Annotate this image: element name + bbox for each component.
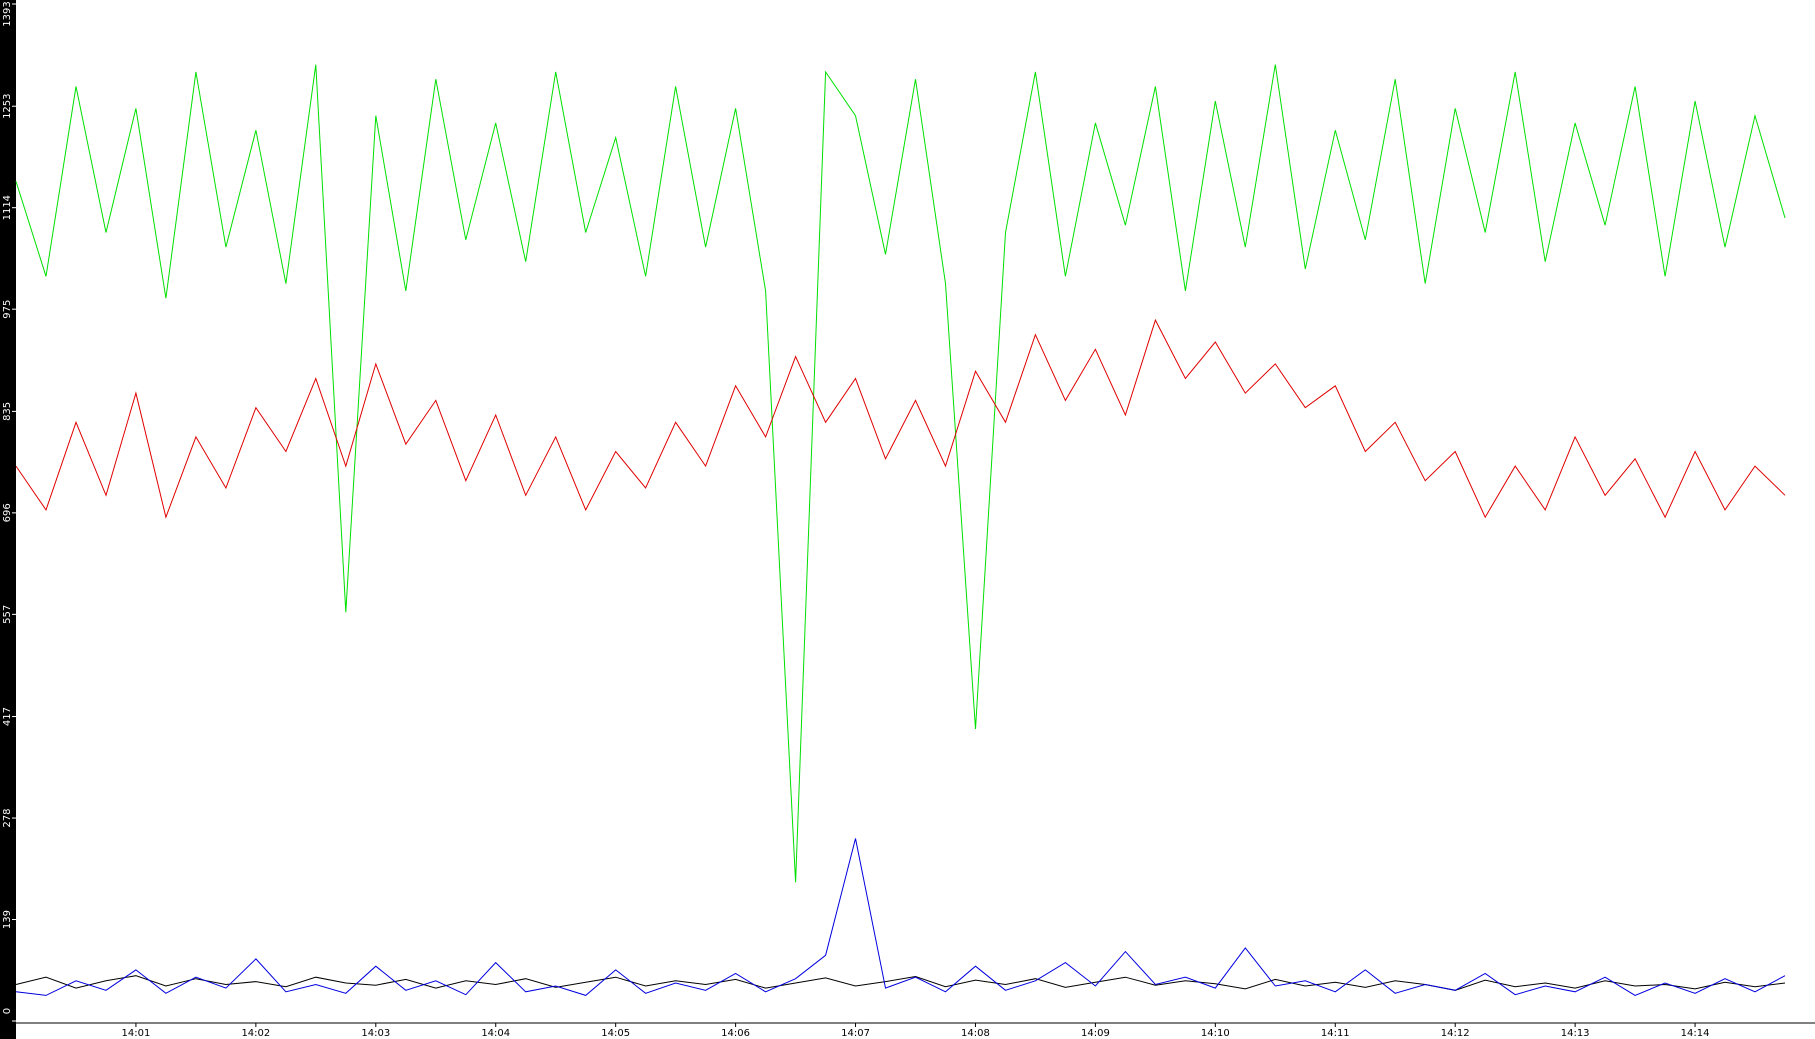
y-tick-label: 1393 — [2, 1, 13, 26]
series-line — [15, 838, 1786, 996]
y-tick-label: 417 — [2, 707, 13, 726]
series-line — [15, 64, 1786, 883]
y-tick-label: 696 — [2, 503, 13, 522]
x-tick-label: 14:03 — [361, 1028, 390, 1039]
x-tick-label: 14:07 — [841, 1028, 870, 1039]
x-tick-label: 14:06 — [721, 1028, 750, 1039]
y-tick-label: 975 — [2, 300, 13, 319]
y-axis-strip — [0, 0, 16, 1039]
x-tick-label: 14:02 — [241, 1028, 270, 1039]
y-tick-label: 0 — [2, 1008, 13, 1014]
series-line — [15, 975, 1786, 991]
x-tick-label: 14:09 — [1081, 1028, 1110, 1039]
x-tick-label: 14:14 — [1681, 1028, 1710, 1039]
y-tick-label: 1253 — [2, 93, 13, 118]
x-tick-label: 14:01 — [122, 1028, 151, 1039]
y-tick-label: 835 — [2, 402, 13, 421]
y-tick-label: 557 — [2, 605, 13, 624]
x-tick-label: 14:08 — [961, 1028, 990, 1039]
x-tick-label: 14:04 — [481, 1028, 510, 1039]
y-tick-label: 278 — [2, 808, 13, 827]
x-tick-label: 14:11 — [1321, 1028, 1350, 1039]
x-tick-label: 14:05 — [601, 1028, 630, 1039]
x-tick-label: 14:10 — [1201, 1028, 1230, 1039]
y-tick-label: 1114 — [2, 195, 13, 220]
series-line — [15, 318, 1786, 519]
x-tick-label: 14:13 — [1561, 1028, 1590, 1039]
y-tick-label: 139 — [2, 910, 13, 929]
x-tick-label: 14:12 — [1441, 1028, 1470, 1039]
